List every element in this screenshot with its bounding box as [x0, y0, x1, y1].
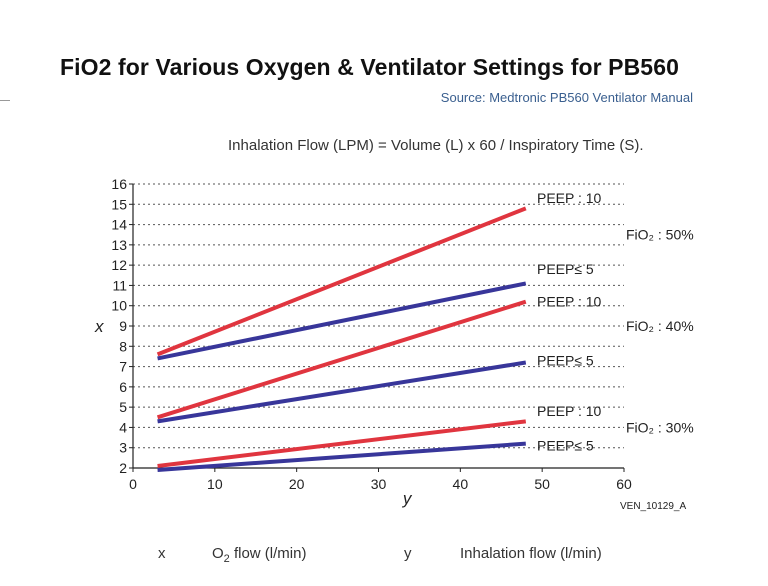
peep-annotation: PEEP≤ 5: [537, 438, 594, 454]
y-tick-label: 13: [111, 237, 127, 253]
series-line-peep_le_5: [157, 360, 527, 424]
footer-y-key: y: [404, 545, 412, 562]
y-tick-label: 16: [111, 176, 127, 192]
x-tick-label: 20: [289, 476, 305, 492]
peep-annotation: PEEP : 10: [537, 190, 602, 206]
peep-annotation: PEEP≤ 5: [537, 352, 594, 368]
y-tick-label: 9: [119, 318, 127, 334]
y-tick-label: 11: [112, 277, 127, 293]
y-axis-label: x: [94, 317, 104, 336]
y-tick-label: 15: [111, 196, 127, 212]
x-tick-label: 30: [371, 476, 387, 492]
chart-title: FiO2 for Various Oxygen & Ventilator Set…: [60, 54, 679, 80]
figure-id: VEN_10129_A: [620, 501, 686, 512]
fio2-group-label: FiO₂ : 50%: [626, 227, 694, 243]
footer-x-desc: O2 flow (l/min): [212, 545, 307, 565]
y-tick-label: 12: [111, 257, 127, 273]
fio2-group-label: FiO₂ : 40%: [626, 318, 694, 334]
footer-y-desc: Inhalation flow (l/min): [460, 545, 602, 562]
source-caption: Source: Medtronic PB560 Ventilator Manua…: [440, 90, 693, 105]
peep-annotation: PEEP : 10: [537, 403, 602, 419]
series-line-peep_10: [156, 206, 527, 357]
y-tick-label: 3: [119, 440, 127, 456]
divider: [0, 100, 10, 101]
y-tick-label: 14: [111, 217, 127, 233]
x-tick-label: 0: [129, 476, 137, 492]
footer-x-key: x: [158, 545, 166, 562]
y-tick-label: 7: [119, 359, 127, 375]
y-tick-label: 6: [119, 379, 127, 395]
peep-annotation: PEEP≤ 5: [537, 261, 594, 277]
peep-annotation: PEEP : 10: [537, 294, 602, 310]
y-tick-label: 8: [119, 338, 127, 354]
y-tick-label: 2: [119, 460, 127, 476]
series-line-peep_10: [156, 299, 527, 420]
x-tick-label: 10: [207, 476, 223, 492]
x-tick-label: 60: [616, 476, 632, 492]
fio2-group-label: FiO₂ : 30%: [626, 419, 694, 435]
y-tick-label: 5: [119, 399, 127, 415]
series-line-peep_le_5: [157, 281, 527, 361]
series-line-peep_le_5: [157, 441, 526, 473]
x-tick-label: 50: [534, 476, 550, 492]
series-line-peep_10: [157, 419, 527, 468]
y-tick-label: 10: [111, 298, 127, 314]
y-tick-label: 4: [119, 419, 127, 435]
fio2-line-chart: 2 3 4 5 6 7 8 9 10 11 12 13 14 15 16 0 10 20 30 40 50 60 x y PEE…: [94, 176, 694, 512]
x-tick-label: 40: [453, 476, 469, 492]
x-axis-label: y: [402, 489, 413, 508]
formula-caption: Inhalation Flow (LPM) = Volume (L) x 60 …: [228, 137, 644, 154]
